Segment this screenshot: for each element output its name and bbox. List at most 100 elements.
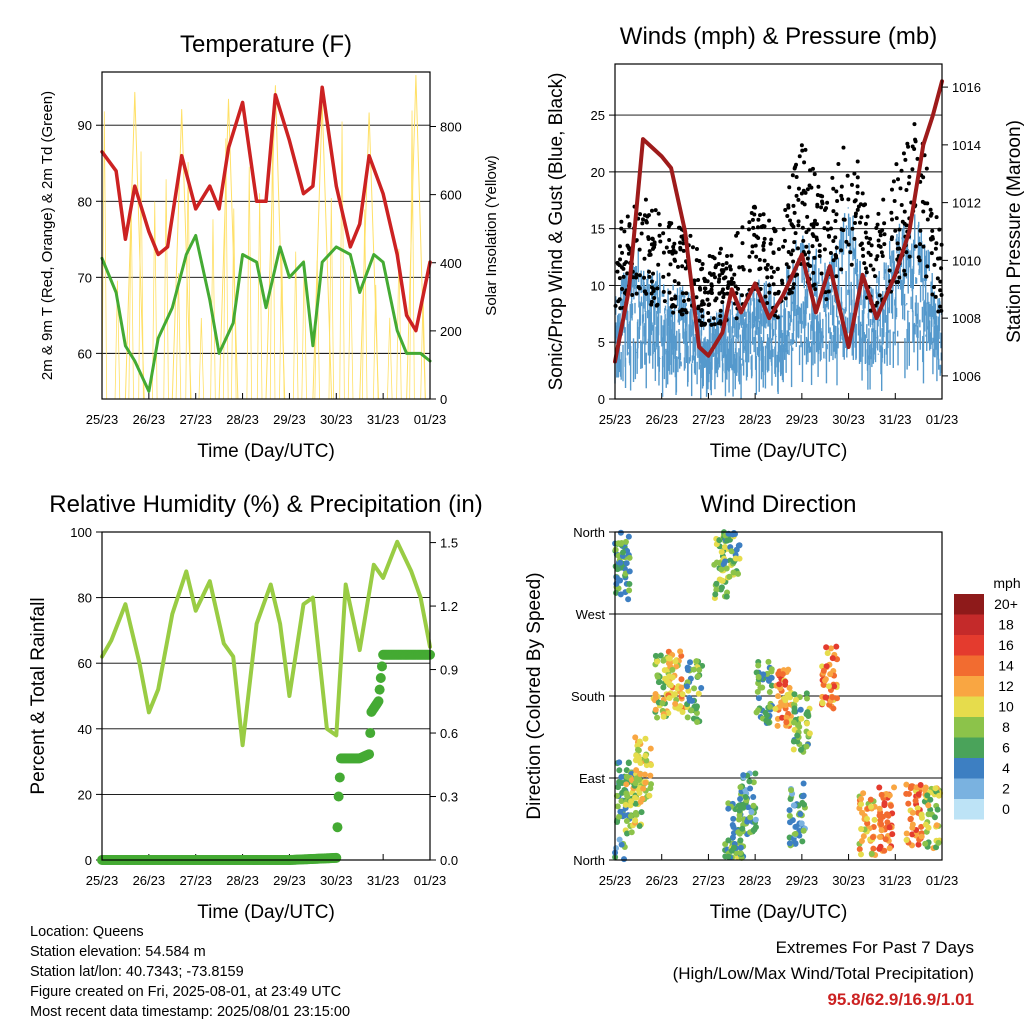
wind-direction-point — [677, 703, 684, 710]
wind-direction-point — [922, 784, 929, 791]
gust-point — [764, 267, 769, 272]
panel4-xlabel: Time (Day/UTC) — [710, 902, 848, 923]
panel2-y-tick-label: 20 — [591, 165, 605, 180]
gust-point — [730, 276, 735, 281]
gust-point — [924, 166, 929, 171]
wind-direction-point — [623, 817, 630, 824]
wind-direction-point — [786, 684, 793, 691]
gust-point — [824, 206, 829, 211]
wind-direction-point — [621, 856, 628, 863]
wind-direction-point — [765, 719, 772, 726]
gust-point — [928, 207, 933, 212]
wind-direction-point — [792, 823, 799, 830]
gust-point — [650, 236, 655, 241]
gust-point — [680, 264, 685, 269]
panel3-x-tick-label: 30/23 — [320, 873, 353, 888]
gust-point — [813, 287, 818, 292]
gust-point — [786, 203, 791, 208]
gust-point — [800, 225, 805, 230]
wind-direction-point — [617, 591, 624, 598]
gust-point — [825, 200, 830, 205]
gust-point — [642, 275, 647, 280]
legend-swatch — [954, 635, 984, 656]
gust-point — [834, 212, 839, 217]
gust-point — [646, 235, 651, 240]
gust-point — [768, 241, 773, 246]
gust-point — [755, 225, 760, 230]
gust-point — [618, 306, 623, 311]
wind-direction-point — [623, 781, 630, 788]
panel2-y-right-tick-label: 1014 — [952, 138, 981, 153]
gust-point — [646, 269, 651, 274]
gust-point — [617, 276, 622, 281]
gust-point — [916, 255, 921, 260]
panel1-x-tick-label: 27/23 — [179, 412, 212, 427]
wind-direction-point — [617, 540, 624, 547]
panel3-y-right-tick-label: 0.0 — [440, 853, 458, 868]
gust-point — [809, 185, 814, 190]
gust-point — [647, 249, 652, 254]
wind-direction-point — [679, 691, 686, 698]
wind-direction-point — [723, 565, 730, 572]
gust-point — [752, 204, 757, 209]
gust-point — [630, 292, 635, 297]
gust-point — [845, 173, 850, 178]
panel1-x-tick-label: 31/23 — [367, 412, 400, 427]
gust-point — [740, 241, 745, 246]
gust-point — [649, 208, 654, 213]
wind-direction-point — [768, 682, 775, 689]
extremes-box: Extremes For Past 7 Days (High/Low/Max W… — [673, 935, 974, 1013]
gust-point — [897, 275, 902, 280]
gust-point — [903, 157, 908, 162]
gust-point — [841, 217, 846, 222]
gust-point — [809, 222, 814, 227]
gust-point — [871, 267, 876, 272]
gust-point — [734, 233, 739, 238]
wind-direction-point — [787, 796, 794, 803]
wind-direction-point — [918, 823, 925, 830]
gust-point — [758, 213, 763, 218]
gust-point — [712, 275, 717, 280]
wind-direction-point — [735, 816, 742, 823]
gust-point — [732, 272, 737, 277]
gust-point — [924, 274, 929, 279]
wind-direction-point — [907, 815, 914, 822]
wind-direction-point — [801, 801, 808, 808]
wind-direction-point — [752, 816, 759, 823]
gust-point — [803, 147, 808, 152]
solar-spike — [328, 197, 335, 400]
wind-direction-point — [672, 658, 679, 665]
wind-direction-point — [648, 761, 655, 768]
gust-point — [681, 241, 686, 246]
panel2-x-tick-label: 25/23 — [599, 412, 632, 427]
wind-direction-point — [740, 804, 747, 811]
gust-point — [815, 237, 820, 242]
gust-point — [938, 288, 943, 293]
wind-direction-point — [666, 695, 673, 702]
gust-point — [902, 209, 907, 214]
gust-point — [788, 218, 793, 223]
gust-point — [897, 227, 902, 232]
wind-direction-point — [876, 784, 883, 791]
legend-label: 4 — [1002, 760, 1010, 776]
wind-direction-point — [723, 593, 730, 600]
gust-point — [661, 274, 666, 279]
wind-direction-point — [750, 793, 757, 800]
wind-direction-point — [724, 537, 731, 544]
gust-point — [930, 292, 935, 297]
gust-point — [796, 219, 801, 224]
gust-point — [812, 172, 817, 177]
panel1-x-tick-label: 26/23 — [133, 412, 166, 427]
wind-direction-point — [634, 746, 641, 753]
wind-direction-point — [878, 827, 885, 834]
wind-direction-point — [669, 674, 676, 681]
gust-point — [684, 291, 689, 296]
gust-point — [694, 258, 699, 263]
gust-point — [869, 243, 874, 248]
gust-point — [861, 253, 866, 258]
gust-point — [721, 287, 726, 292]
wind-direction-point — [728, 548, 735, 555]
wind-direction-point — [833, 695, 840, 702]
wind-direction-point — [687, 659, 694, 666]
gust-point — [792, 240, 797, 245]
